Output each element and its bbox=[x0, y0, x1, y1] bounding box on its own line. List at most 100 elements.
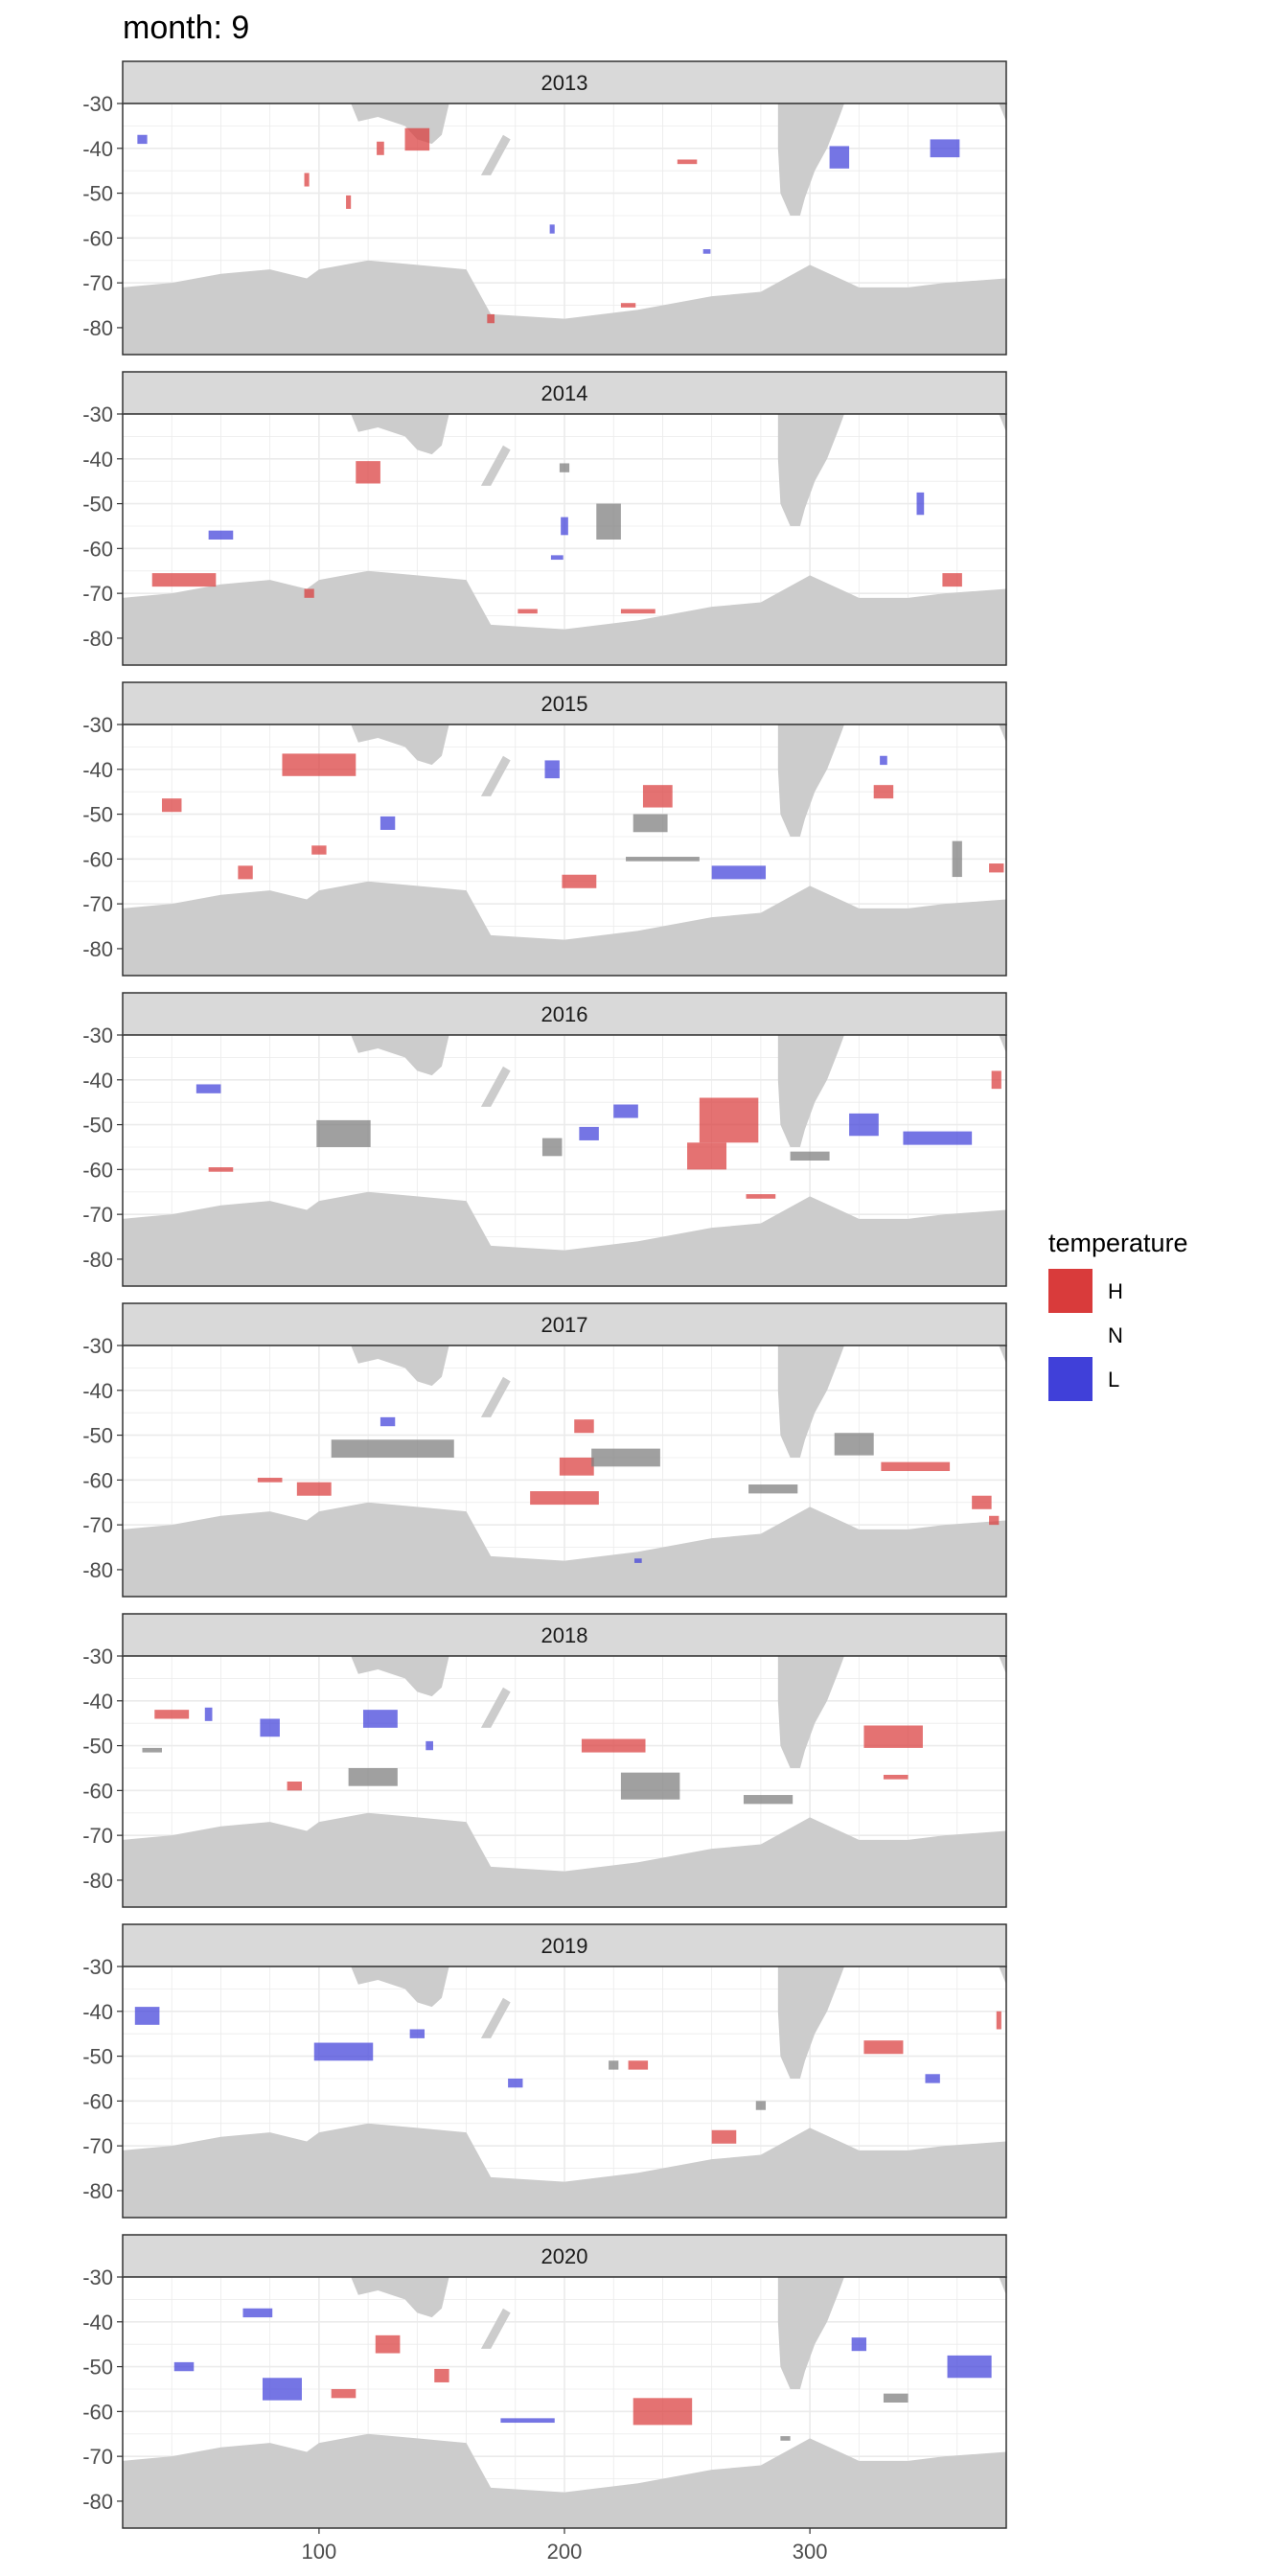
y-tick-label: -60 bbox=[82, 226, 113, 250]
legend-label-L: L bbox=[1108, 1368, 1119, 1392]
heat-cell-H bbox=[972, 1495, 992, 1509]
land-mass bbox=[480, 1997, 511, 2038]
heat-cell-H bbox=[377, 141, 384, 155]
facet-panel-2013: 2013 -30 -40 -50 -60 -70 -80 bbox=[82, 60, 1007, 356]
heat-cell-H bbox=[530, 1491, 599, 1506]
facet-panels: 2013 -30 -40 -50 -60 -70 -80 2014 -30 -40 -50 -60 -7… bbox=[82, 60, 1007, 2529]
facet-panel-2017: 2017 -30 -40 -50 -60 -70 -80 bbox=[82, 1302, 1007, 1598]
y-tick-label: -70 bbox=[82, 892, 113, 916]
y-tick-label: -50 bbox=[82, 803, 113, 827]
heat-cell-H bbox=[331, 2388, 356, 2399]
land-mass bbox=[480, 134, 511, 175]
land-mass bbox=[123, 2123, 1006, 2218]
heat-cell-L bbox=[880, 755, 887, 766]
heat-cell-N bbox=[591, 1448, 660, 1467]
heat-cell-H bbox=[620, 609, 656, 614]
heat-cell-L bbox=[579, 1126, 599, 1140]
heat-cell-H bbox=[996, 2011, 1001, 2030]
heat-cell-N bbox=[780, 2436, 791, 2441]
y-tick-label: -80 bbox=[82, 2490, 113, 2514]
y-tick-label: -70 bbox=[82, 582, 113, 606]
heat-cell-L bbox=[613, 1104, 638, 1118]
heat-cell-H bbox=[989, 1515, 1000, 1526]
panel-border bbox=[122, 1655, 1007, 1908]
y-tick-label: -30 bbox=[82, 713, 113, 737]
y-tick-label: -50 bbox=[82, 1735, 113, 1759]
legend-key-L bbox=[1048, 1357, 1092, 1401]
heat-cell-L bbox=[362, 1710, 398, 1728]
y-tick-label: -60 bbox=[82, 1779, 113, 1803]
y-tick-label: -40 bbox=[82, 137, 113, 161]
y-tick-label: -40 bbox=[82, 1069, 113, 1092]
land-mass bbox=[480, 2308, 511, 2349]
heat-cell-H bbox=[518, 609, 538, 614]
land-mass bbox=[351, 724, 449, 766]
heat-cell-H bbox=[677, 159, 698, 165]
heat-cell-L bbox=[196, 1084, 221, 1093]
panel-border bbox=[122, 1345, 1007, 1598]
heat-cell-H bbox=[863, 2040, 904, 2055]
y-tick-label: -50 bbox=[82, 2045, 113, 2069]
y-tick-label: -30 bbox=[82, 92, 113, 116]
heat-cell-H bbox=[346, 195, 352, 209]
land-mass bbox=[999, 724, 1006, 743]
x-tick-label: 100 bbox=[302, 2540, 337, 2564]
land-mass bbox=[351, 1966, 449, 2008]
legend-label-H: H bbox=[1108, 1279, 1123, 1303]
facet-strip bbox=[122, 60, 1007, 104]
heat-cell-L bbox=[313, 2042, 374, 2061]
heat-cell-H bbox=[989, 863, 1004, 873]
heat-cell-H bbox=[620, 303, 636, 308]
y-tick-label: -80 bbox=[82, 937, 113, 961]
heat-cell-L bbox=[260, 1718, 280, 1737]
land-mass bbox=[777, 414, 844, 526]
heat-cell-L bbox=[426, 1740, 433, 1751]
heat-cell-N bbox=[743, 1795, 794, 1805]
facet-strip bbox=[122, 2234, 1007, 2278]
facet-strip-label: 2020 bbox=[541, 2244, 588, 2268]
legend-title: temperature bbox=[1048, 1229, 1188, 1257]
facet-panel-2020: 2020 -30 -40 -50 -60 -70 -80 bbox=[82, 2234, 1007, 2529]
land-mass bbox=[777, 1035, 844, 1147]
heat-cell-L bbox=[711, 865, 767, 880]
facet-strip-label: 2014 bbox=[541, 381, 588, 405]
heat-cell-H bbox=[642, 785, 673, 808]
heat-cell-L bbox=[947, 2355, 992, 2379]
land-mass bbox=[480, 445, 511, 486]
y-tick-label: -60 bbox=[82, 2400, 113, 2424]
heat-cell-H bbox=[873, 785, 894, 799]
heat-cell-N bbox=[790, 1151, 830, 1161]
facet-panel-2018: 2018 -30 -40 -50 -60 -70 -80 bbox=[82, 1613, 1007, 1908]
land-mass bbox=[123, 1812, 1006, 1907]
land-mass bbox=[480, 1376, 511, 1417]
heat-cell-N bbox=[596, 503, 621, 540]
heat-cell-L bbox=[702, 249, 711, 254]
x-tick-label: 300 bbox=[793, 2540, 828, 2564]
facet-panel-2019: 2019 -30 -40 -50 -60 -70 -80 bbox=[82, 1923, 1007, 2219]
heat-cell-H bbox=[687, 1142, 727, 1170]
heat-cell-L bbox=[849, 1113, 879, 1137]
land-mass bbox=[777, 104, 844, 216]
facet-panel-2014: 2014 -30 -40 -50 -60 -70 -80 bbox=[82, 371, 1007, 666]
y-tick-label: -60 bbox=[82, 847, 113, 871]
facet-panel-2015: 2015 -30 -40 -50 -60 -70 -80 bbox=[82, 681, 1007, 977]
land-mass bbox=[123, 881, 1006, 976]
heat-cell-L bbox=[409, 2029, 426, 2038]
heat-cell-H bbox=[375, 2334, 401, 2354]
heat-cell-L bbox=[930, 139, 960, 158]
land-mass bbox=[999, 1346, 1006, 1364]
heat-cell-H bbox=[562, 874, 597, 888]
land-mass bbox=[999, 1966, 1006, 1985]
y-tick-label: -30 bbox=[82, 1955, 113, 1979]
heat-cell-L bbox=[829, 146, 850, 169]
heat-cell-H bbox=[257, 1478, 283, 1483]
land-mass bbox=[777, 1346, 844, 1458]
y-tick-label: -40 bbox=[82, 758, 113, 782]
heat-cell-N bbox=[626, 857, 700, 862]
y-tick-label: -80 bbox=[82, 2179, 113, 2203]
panel-border bbox=[122, 413, 1007, 666]
land-mass bbox=[480, 1687, 511, 1728]
land-mass bbox=[123, 1502, 1006, 1597]
heat-cell-H bbox=[942, 573, 962, 587]
